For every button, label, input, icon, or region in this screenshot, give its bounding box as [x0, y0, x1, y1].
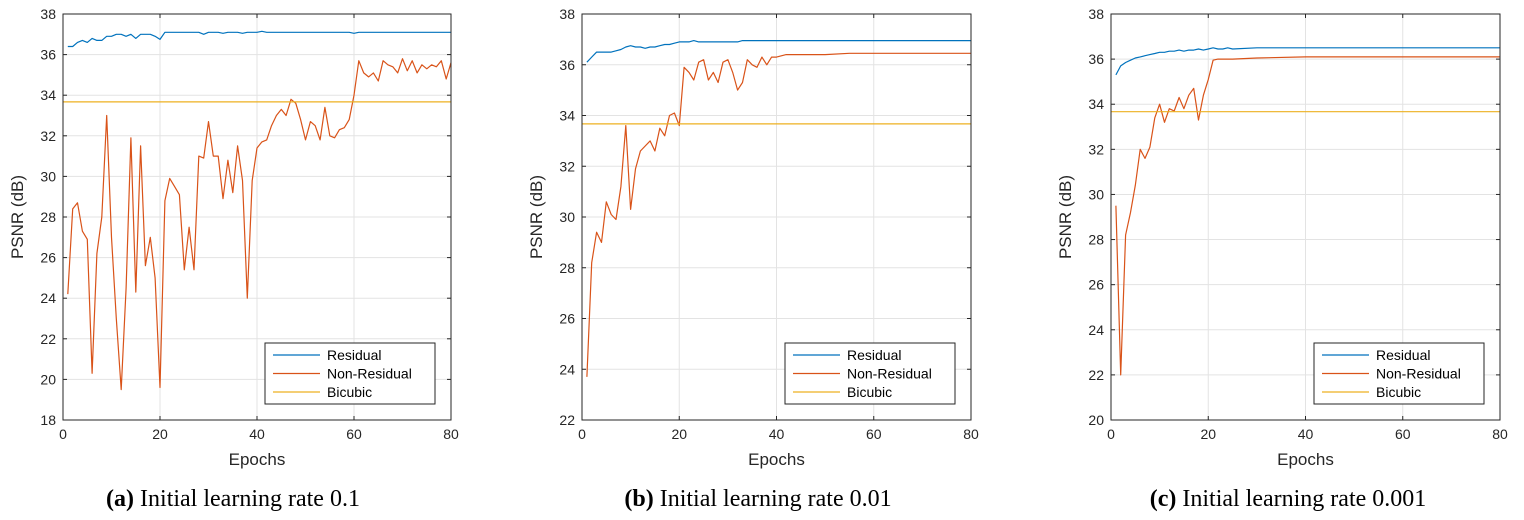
x-tick-label: 60: [1395, 426, 1411, 442]
legend-label-bicubic: Bicubic: [847, 384, 892, 400]
x-tick-label: 80: [963, 426, 979, 442]
legend-label-residual: Residual: [847, 347, 901, 363]
y-tick-label: 20: [40, 371, 56, 387]
series-line-non-residual: [1115, 56, 1500, 376]
caption: (a) Initial learning rate 0.1: [106, 486, 360, 512]
x-tick-label: 0: [59, 426, 67, 442]
y-tick-label: 32: [1088, 141, 1104, 157]
x-tick-label: 40: [249, 426, 265, 442]
y-tick-label: 22: [40, 331, 56, 347]
x-tick-label: 80: [1492, 426, 1508, 442]
caption-text: Initial learning rate 0.01: [654, 486, 892, 512]
caption-tag: (b): [624, 486, 653, 512]
x-axis-label: Epochs: [748, 450, 805, 469]
y-tick-label: 22: [559, 412, 575, 428]
caption-text: Initial learning rate 0.1: [134, 486, 360, 512]
caption: (c) Initial learning rate 0.001: [1150, 486, 1427, 512]
x-tick-label: 20: [152, 426, 168, 442]
x-axis-label: Epochs: [1277, 450, 1334, 469]
y-tick-label: 26: [559, 311, 575, 327]
y-axis-label: PSNR (dB): [1056, 175, 1075, 259]
x-tick-label: 0: [578, 426, 586, 442]
y-tick-label: 34: [1088, 96, 1104, 112]
y-tick-label: 32: [559, 158, 575, 174]
series-line-residual: [586, 39, 971, 63]
series-line-residual: [67, 30, 451, 48]
y-tick-label: 26: [1088, 277, 1104, 293]
y-tick-label: 34: [40, 87, 56, 103]
legend-label-bicubic: Bicubic: [327, 384, 372, 400]
series-line-non-residual: [586, 52, 971, 377]
legend-label-non-residual: Non-Residual: [1376, 366, 1461, 382]
chart-panel-c: 0 20 40 60 8020222426283032343638EpochsPSNR …: [1056, 6, 1508, 512]
legend-label-non-residual: Non-Residual: [847, 366, 932, 382]
y-tick-label: 30: [40, 168, 56, 184]
y-tick-label: 38: [40, 6, 56, 22]
x-tick-label: 60: [346, 426, 362, 442]
y-tick-label: 26: [40, 250, 56, 266]
legend-label-bicubic: Bicubic: [1376, 384, 1421, 400]
series-line-non-residual: [67, 58, 452, 391]
legend-label-residual: Residual: [1376, 347, 1430, 363]
y-tick-label: 32: [40, 128, 56, 144]
y-tick-label: 36: [559, 57, 575, 73]
x-tick-label: 20: [1200, 426, 1216, 442]
x-tick-label: 80: [443, 426, 459, 442]
y-tick-label: 18: [40, 412, 56, 428]
y-tick-label: 24: [40, 290, 56, 306]
y-tick-label: 34: [559, 108, 575, 124]
series-line-residual: [1115, 47, 1500, 76]
x-tick-label: 40: [1298, 426, 1314, 442]
chart-panel-b: 0 20 40 60 80 22 24 26 28 30 32 34 36 38 Epochs PSNR (d…: [527, 6, 979, 512]
y-tick-label: 28: [40, 209, 56, 225]
y-tick-label: 36: [1088, 51, 1104, 67]
legend: Residual Non-Residual Bicubic: [264, 342, 436, 405]
y-tick-label: 24: [559, 361, 575, 377]
x-tick-label: 60: [866, 426, 882, 442]
legend-label-non-residual: Non-Residual: [327, 366, 412, 382]
x-tick-label: 0: [1107, 426, 1115, 442]
x-tick-label: 20: [671, 426, 687, 442]
y-axis-label: PSNR (dB): [527, 175, 546, 259]
x-axis-label: Epochs: [229, 450, 286, 469]
legend: Residual Non-Residual Bicubic: [784, 342, 956, 405]
legend-label-residual: Residual: [327, 347, 381, 363]
y-tick-label: 20: [1088, 412, 1104, 428]
caption-tag: (c): [1150, 486, 1177, 512]
y-axis-label: PSNR (dB): [8, 175, 27, 259]
y-tick-label: 28: [559, 260, 575, 276]
y-tick-label: 36: [40, 47, 56, 63]
y-tick-label: 30: [1088, 186, 1104, 202]
caption: (b) Initial learning rate 0.01: [624, 486, 891, 512]
y-tick-label: 28: [1088, 232, 1104, 248]
chart-panel-a: 0 20 40 60 80 18 20 22 24 26 28 30 32 34 36 38 Epochs PSN…: [8, 6, 459, 512]
y-tick-label: 38: [1088, 6, 1104, 22]
caption-tag: (a): [106, 486, 134, 512]
y-tick-label: 38: [559, 6, 575, 22]
y-tick-label: 24: [1088, 322, 1104, 338]
legend: Residual Non-Residual Bicubic: [1313, 342, 1485, 405]
y-tick-label: 22: [1088, 367, 1104, 383]
caption-text: Initial learning rate 0.001: [1176, 486, 1426, 512]
x-tick-label: 40: [769, 426, 785, 442]
y-tick-label: 30: [559, 209, 575, 225]
